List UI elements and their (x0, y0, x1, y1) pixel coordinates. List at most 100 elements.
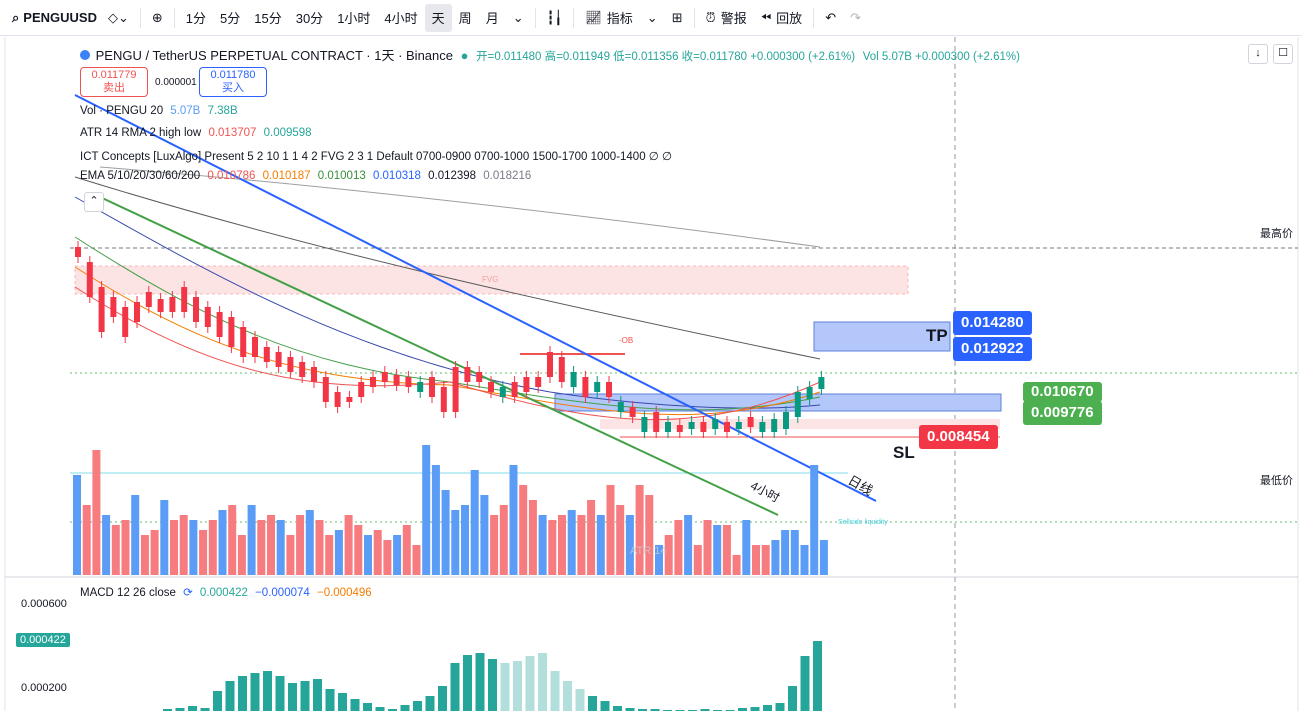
volume-bar (616, 505, 625, 575)
plus-circle-icon: ⊕ (151, 9, 163, 25)
add-symbol-button[interactable]: ⊕ (145, 4, 170, 32)
sell-button[interactable]: 0.011779 卖出 (80, 67, 148, 97)
timeframe-1h[interactable]: 1小时 (337, 11, 371, 26)
status-dot-icon: ● (460, 48, 469, 63)
candle-body (110, 297, 117, 317)
sl-zone (600, 419, 1000, 429)
indicators-button[interactable]: 📈︎ 指标 (578, 4, 640, 32)
ict-legend-label: ICT Concepts [LuxAlgo] Present 5 2 10 1 … (80, 151, 673, 163)
macd-histogram-bar (750, 707, 760, 711)
volume-bar (635, 485, 644, 575)
candle-body (724, 422, 730, 432)
macd-histogram-bar (563, 681, 572, 711)
timeframe-5m[interactable]: 5分 (220, 11, 241, 26)
vol-legend-label: Vol · PENGU 20 (80, 105, 164, 117)
candle-body (523, 377, 530, 392)
candle-body (134, 302, 140, 322)
volume-bar (208, 520, 217, 575)
ema-legend[interactable]: EMA 5/10/20/30/60/200 0.010786 0.010187 … (80, 170, 531, 182)
volume-bar (373, 530, 382, 575)
volume-bar (179, 515, 188, 575)
ob-label: -OB (619, 336, 634, 345)
candle-body (676, 425, 683, 432)
macd-current-value: 0.000422 (16, 633, 70, 647)
ema-10: 0.010187 (262, 170, 311, 182)
ohlc-values: 开=0.011480 高=0.011949 低=0.011356 收=0.011… (476, 51, 856, 63)
maximize-button[interactable]: ☐ (1273, 44, 1293, 64)
timeframe-30m[interactable]: 30分 (295, 11, 324, 26)
collapse-legend-button[interactable]: ⌃ (84, 192, 104, 212)
sellside-label: Sellside liquidity (838, 519, 888, 526)
volume-bar (470, 470, 479, 575)
ema-60-line (74, 176, 821, 360)
candle-body (145, 292, 152, 307)
chart-area[interactable]: PENGU / TetherUS PERPETUAL CONTRACT · 1天… (0, 37, 1302, 711)
top-toolbar: ⌕ PENGUUSD ◇ ⌄ ⊕ 1分 5分 15分 30分 1小时 4小时 天 … (0, 0, 1302, 36)
volume-bar (703, 520, 712, 575)
volume-bar (490, 515, 499, 575)
candle-body (665, 422, 671, 432)
atr-legend[interactable]: ATR 14 RMA 2 high low 0.013707 0.009598 (80, 127, 312, 139)
redo-button[interactable]: ↷ (843, 4, 868, 32)
timeframe-1w[interactable]: 周 (458, 11, 472, 26)
candle-body (86, 262, 93, 297)
volume-bar (73, 475, 81, 575)
volume-bar (257, 520, 266, 575)
timeframe-1mo[interactable]: 月 (485, 11, 499, 26)
timeframe-4h[interactable]: 4小时 (384, 11, 418, 26)
macd-legend[interactable]: MACD 12 26 close ⟳ 0.000422 −0.000074 −0… (80, 585, 372, 599)
tp1-price-tag: 0.014280 (953, 311, 1032, 335)
highest-price-label: 最高价 (1256, 224, 1297, 242)
candle-body (488, 382, 494, 392)
volume-bar (364, 535, 372, 575)
trendline-daily (74, 94, 877, 502)
candle-body (594, 382, 601, 392)
templates-button[interactable]: ⊞ (665, 4, 690, 32)
ema-5: 0.010786 (207, 170, 256, 182)
candle-body (334, 392, 341, 407)
buy-button[interactable]: 0.011780 买入 (199, 67, 267, 97)
undo-button[interactable]: ↶ (818, 4, 843, 32)
ict-legend[interactable]: ICT Concepts [LuxAlgo] Present 5 2 10 1 … (80, 149, 672, 163)
candle-body (169, 297, 176, 312)
symbol-search[interactable]: ⌕ PENGUUSD (8, 10, 101, 26)
tp-label: TP (926, 326, 948, 345)
volume-bar (431, 465, 440, 575)
compare-dropdown[interactable]: ◇ ⌄ (101, 4, 136, 32)
macd-histogram-bar (238, 676, 247, 711)
alert-button[interactable]: ⏰︎ 警报 (699, 4, 754, 32)
candle-body (322, 377, 329, 402)
volume-bar (140, 535, 149, 575)
vol-legend[interactable]: Vol · PENGU 20 5.07B 7.38B (80, 105, 238, 117)
candle-body (252, 337, 258, 357)
chart-type-button[interactable]: ┇╽ (540, 4, 570, 32)
volume-bar (131, 495, 140, 575)
ema-30-line (74, 196, 821, 409)
timeframe-1m[interactable]: 1分 (185, 11, 207, 26)
scroll-down-button[interactable]: ↓ (1248, 44, 1268, 64)
candle-body (452, 367, 459, 412)
candle-body (370, 377, 376, 387)
macd-histogram-bar (450, 663, 460, 711)
volume-bar (781, 530, 790, 575)
volume-bar (790, 530, 799, 575)
ema-10-line (74, 266, 821, 416)
replay-button[interactable]: ⏪︎ 回放 (754, 4, 809, 32)
timeframe-15m[interactable]: 15分 (254, 11, 282, 26)
sl-label: SL (893, 443, 915, 462)
volume-bar (567, 510, 576, 575)
candle-body (204, 307, 211, 327)
timeframe-dropdown[interactable]: ⌄ (506, 4, 531, 32)
indicators-dropdown[interactable]: ⌄ (640, 4, 665, 32)
macd-histogram-bar (388, 709, 397, 711)
volume-bar (499, 505, 508, 575)
macd-v2: −0.000074 (255, 587, 310, 599)
timeframe-1d[interactable]: 天 (424, 3, 452, 32)
candle-body (417, 382, 424, 392)
volume-bar (655, 545, 663, 575)
buy-price: 0.011780 (210, 69, 256, 81)
volume-bar (170, 520, 178, 575)
chart-canvas[interactable] (0, 37, 1302, 711)
volume-bar (218, 510, 227, 575)
atr-legend-v2: 0.009598 (263, 127, 312, 139)
